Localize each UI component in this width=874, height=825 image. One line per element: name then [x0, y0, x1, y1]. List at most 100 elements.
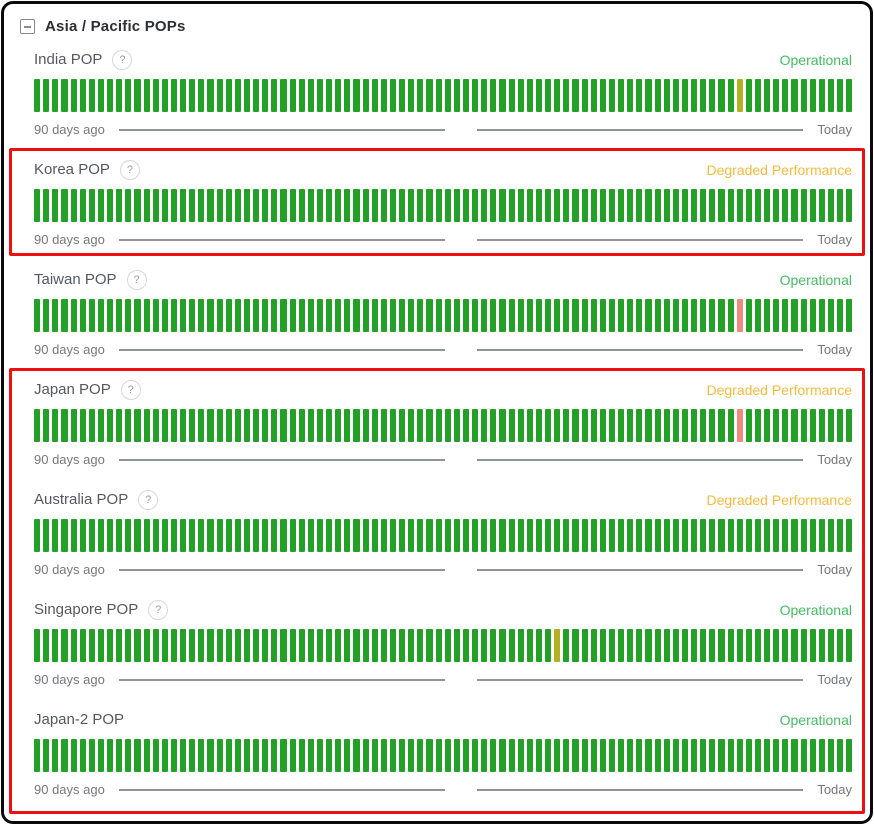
uptime-bar[interactable]: [134, 79, 141, 112]
uptime-bar[interactable]: [107, 409, 114, 442]
uptime-bar[interactable]: [389, 409, 396, 442]
uptime-bar[interactable]: [727, 79, 734, 112]
uptime-bar[interactable]: [262, 299, 269, 332]
uptime-bar[interactable]: [143, 79, 150, 112]
uptime-bar[interactable]: [572, 299, 579, 332]
uptime-bar[interactable]: [43, 299, 50, 332]
uptime-bar[interactable]: [362, 299, 369, 332]
uptime-bar[interactable]: [526, 519, 533, 552]
uptime-bar[interactable]: [535, 189, 542, 222]
uptime-bar[interactable]: [307, 299, 314, 332]
uptime-bar[interactable]: [161, 189, 168, 222]
uptime-bar[interactable]: [280, 299, 287, 332]
uptime-bar[interactable]: [517, 189, 524, 222]
uptime-bar[interactable]: [189, 79, 196, 112]
uptime-bar[interactable]: [408, 519, 415, 552]
uptime-bar[interactable]: [645, 79, 652, 112]
uptime-bar[interactable]: [590, 189, 597, 222]
uptime-bar[interactable]: [563, 739, 570, 772]
uptime-bar[interactable]: [517, 739, 524, 772]
uptime-bar[interactable]: [490, 79, 497, 112]
uptime-bar[interactable]: [125, 739, 132, 772]
uptime-bar[interactable]: [837, 299, 844, 332]
uptime-bar[interactable]: [225, 189, 232, 222]
uptime-bar[interactable]: [453, 629, 460, 662]
uptime-bar[interactable]: [362, 79, 369, 112]
uptime-bar[interactable]: [608, 409, 615, 442]
uptime-bar[interactable]: [654, 79, 661, 112]
uptime-bar[interactable]: [316, 299, 323, 332]
uptime-bar[interactable]: [764, 299, 771, 332]
help-icon[interactable]: ?: [112, 49, 133, 70]
uptime-bar[interactable]: [718, 409, 725, 442]
uptime-bar[interactable]: [316, 739, 323, 772]
uptime-bar[interactable]: [818, 79, 825, 112]
uptime-bar[interactable]: [718, 519, 725, 552]
uptime-bar[interactable]: [462, 189, 469, 222]
uptime-bar[interactable]: [545, 299, 552, 332]
uptime-bar[interactable]: [718, 79, 725, 112]
uptime-bar[interactable]: [472, 299, 479, 332]
uptime-bar[interactable]: [426, 409, 433, 442]
uptime-bar[interactable]: [481, 189, 488, 222]
uptime-bar[interactable]: [718, 739, 725, 772]
uptime-bar[interactable]: [225, 409, 232, 442]
uptime-bar[interactable]: [426, 299, 433, 332]
uptime-bar[interactable]: [34, 519, 41, 552]
uptime-bar[interactable]: [417, 79, 424, 112]
uptime-bar[interactable]: [107, 739, 114, 772]
uptime-bar[interactable]: [636, 629, 643, 662]
uptime-bar[interactable]: [846, 739, 853, 772]
uptime-bar[interactable]: [800, 409, 807, 442]
uptime-bar[interactable]: [453, 519, 460, 552]
uptime-bar[interactable]: [216, 79, 223, 112]
uptime-bar[interactable]: [326, 79, 333, 112]
uptime-bar[interactable]: [827, 79, 834, 112]
uptime-bar[interactable]: [371, 519, 378, 552]
uptime-bar[interactable]: [554, 189, 561, 222]
uptime-bar[interactable]: [837, 79, 844, 112]
uptime-bar[interactable]: [736, 739, 743, 772]
uptime-bar[interactable]: [134, 629, 141, 662]
uptime-bar[interactable]: [189, 409, 196, 442]
uptime-bar[interactable]: [636, 189, 643, 222]
uptime-bar[interactable]: [243, 79, 250, 112]
uptime-bar[interactable]: [216, 409, 223, 442]
uptime-bar[interactable]: [672, 299, 679, 332]
uptime-bar[interactable]: [462, 519, 469, 552]
uptime-bar[interactable]: [326, 629, 333, 662]
uptime-bar[interactable]: [800, 189, 807, 222]
uptime-bar[interactable]: [70, 409, 77, 442]
uptime-bar[interactable]: [79, 739, 86, 772]
uptime-bar[interactable]: [837, 739, 844, 772]
uptime-bar[interactable]: [754, 299, 761, 332]
uptime-bar[interactable]: [88, 629, 95, 662]
uptime-bar[interactable]: [508, 629, 515, 662]
uptime-bar[interactable]: [444, 189, 451, 222]
uptime-bar[interactable]: [681, 519, 688, 552]
uptime-bar[interactable]: [88, 739, 95, 772]
uptime-bar[interactable]: [389, 79, 396, 112]
uptime-bar[interactable]: [216, 299, 223, 332]
uptime-bar[interactable]: [107, 299, 114, 332]
uptime-bar[interactable]: [335, 629, 342, 662]
uptime-bar[interactable]: [353, 739, 360, 772]
uptime-bar[interactable]: [809, 739, 816, 772]
uptime-bar[interactable]: [417, 519, 424, 552]
uptime-bar[interactable]: [161, 739, 168, 772]
uptime-bar[interactable]: [435, 409, 442, 442]
uptime-bar[interactable]: [335, 299, 342, 332]
uptime-bar[interactable]: [389, 739, 396, 772]
uptime-bar[interactable]: [198, 409, 205, 442]
uptime-bar[interactable]: [563, 629, 570, 662]
uptime-bar[interactable]: [216, 629, 223, 662]
uptime-bar[interactable]: [526, 409, 533, 442]
uptime-bar[interactable]: [399, 629, 406, 662]
uptime-bar[interactable]: [70, 189, 77, 222]
uptime-bar[interactable]: [618, 79, 625, 112]
uptime-bar[interactable]: [180, 409, 187, 442]
uptime-bar[interactable]: [627, 519, 634, 552]
uptime-bar[interactable]: [97, 189, 104, 222]
uptime-bar[interactable]: [116, 629, 123, 662]
uptime-bar[interactable]: [672, 79, 679, 112]
